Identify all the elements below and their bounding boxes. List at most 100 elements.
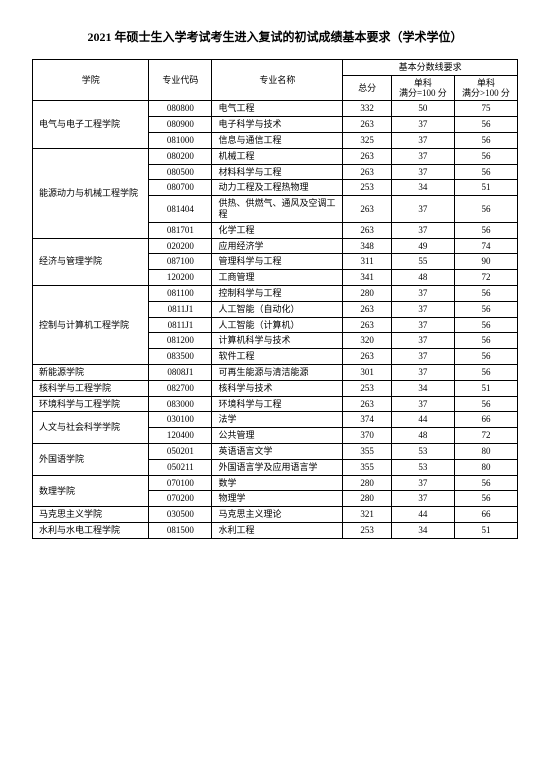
cell-s1: 37 [391,133,454,149]
cell-major: 物理学 [212,491,343,507]
cell-s2: 75 [454,101,517,117]
cell-s2: 80 [454,444,517,460]
cell-code: 083000 [149,396,212,412]
cell-s1: 50 [391,101,454,117]
cell-major: 工商管理 [212,270,343,286]
cell-college: 水利与水电工程学院 [33,523,149,539]
cell-s1: 37 [391,286,454,302]
cell-code: 030500 [149,507,212,523]
hdr-single2-a: 单科 [477,78,495,88]
cell-s1: 48 [391,428,454,444]
cell-s2: 56 [454,475,517,491]
hdr-code: 专业代码 [149,60,212,101]
cell-code: 0811J1 [149,301,212,317]
cell-s1: 37 [391,196,454,223]
cell-s2: 56 [454,491,517,507]
page-title: 2021 年硕士生入学考试考生进入复试的初试成绩基本要求（学术学位） [32,28,518,45]
cell-s2: 72 [454,428,517,444]
scores-table: 学院 专业代码 专业名称 基本分数线要求 总分 单科 满分=100 分 单科 满… [32,59,518,539]
cell-code: 0811J1 [149,317,212,333]
cell-s1: 44 [391,507,454,523]
cell-code: 081701 [149,222,212,238]
table-row: 电气与电子工程学院080800电气工程3325075 [33,101,518,117]
hdr-single1: 单科 满分=100 分 [391,75,454,101]
cell-major: 应用经济学 [212,238,343,254]
cell-code: 081500 [149,523,212,539]
cell-code: 082700 [149,380,212,396]
cell-s2: 66 [454,412,517,428]
cell-total: 301 [343,365,392,381]
cell-major: 软件工程 [212,349,343,365]
cell-s1: 48 [391,270,454,286]
cell-code: 080900 [149,117,212,133]
cell-s2: 66 [454,507,517,523]
cell-s2: 56 [454,301,517,317]
cell-s1: 37 [391,365,454,381]
table-row: 数理学院070100数学2803756 [33,475,518,491]
cell-code: 081000 [149,133,212,149]
cell-code: 087100 [149,254,212,270]
cell-code: 0808J1 [149,365,212,381]
cell-major: 数学 [212,475,343,491]
hdr-single1-b: 满分=100 分 [399,88,447,98]
table-header: 学院 专业代码 专业名称 基本分数线要求 总分 单科 满分=100 分 单科 满… [33,60,518,101]
cell-major: 计算机科学与技术 [212,333,343,349]
cell-total: 348 [343,238,392,254]
cell-total: 311 [343,254,392,270]
cell-code: 020200 [149,238,212,254]
table-row: 水利与水电工程学院081500水利工程2533451 [33,523,518,539]
cell-s1: 44 [391,412,454,428]
cell-s2: 56 [454,286,517,302]
cell-total: 263 [343,222,392,238]
cell-major: 化学工程 [212,222,343,238]
cell-s1: 37 [391,491,454,507]
cell-s1: 49 [391,238,454,254]
cell-s1: 55 [391,254,454,270]
hdr-total: 总分 [343,75,392,101]
cell-college: 控制与计算机工程学院 [33,286,149,365]
cell-s2: 72 [454,270,517,286]
table-row: 经济与管理学院020200应用经济学3484974 [33,238,518,254]
cell-major: 信息与通信工程 [212,133,343,149]
cell-code: 080800 [149,101,212,117]
table-row: 新能源学院0808J1可再生能源与清洁能源3013756 [33,365,518,381]
cell-code: 080700 [149,180,212,196]
cell-major: 动力工程及工程热物理 [212,180,343,196]
cell-s2: 51 [454,180,517,196]
cell-total: 263 [343,148,392,164]
cell-code: 050211 [149,459,212,475]
cell-s1: 34 [391,523,454,539]
table-row: 核科学与工程学院082700核科学与技术2533451 [33,380,518,396]
cell-s1: 53 [391,459,454,475]
cell-college: 能源动力与机械工程学院 [33,148,149,238]
cell-college: 外国语学院 [33,444,149,476]
cell-code: 081100 [149,286,212,302]
cell-college: 核科学与工程学院 [33,380,149,396]
cell-total: 280 [343,286,392,302]
cell-major: 人工智能（自动化） [212,301,343,317]
cell-total: 263 [343,301,392,317]
cell-s1: 37 [391,117,454,133]
cell-s2: 56 [454,148,517,164]
table-row: 人文与社会科学学院030100法学3744466 [33,412,518,428]
cell-total: 280 [343,491,392,507]
cell-total: 263 [343,317,392,333]
cell-total: 263 [343,349,392,365]
cell-major: 机械工程 [212,148,343,164]
cell-s1: 37 [391,148,454,164]
cell-s2: 56 [454,222,517,238]
cell-s2: 56 [454,333,517,349]
hdr-single2-b: 满分>100 分 [462,88,510,98]
cell-college: 环境科学与工程学院 [33,396,149,412]
cell-total: 355 [343,459,392,475]
document-page: 2021 年硕士生入学考试考生进入复试的初试成绩基本要求（学术学位） 学院 专业… [0,0,550,561]
cell-major: 马克思主义理论 [212,507,343,523]
cell-major: 管理科学与工程 [212,254,343,270]
cell-total: 320 [343,333,392,349]
cell-code: 080500 [149,164,212,180]
cell-code: 080200 [149,148,212,164]
cell-s2: 56 [454,365,517,381]
cell-s1: 53 [391,444,454,460]
cell-code: 030100 [149,412,212,428]
cell-major: 可再生能源与清洁能源 [212,365,343,381]
